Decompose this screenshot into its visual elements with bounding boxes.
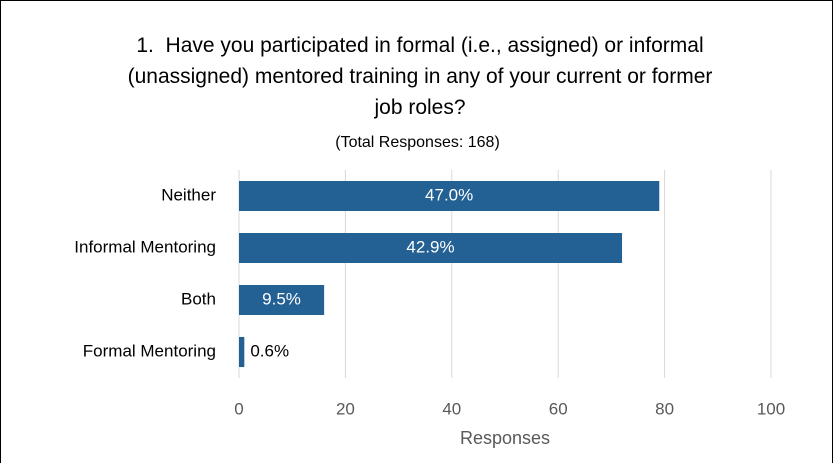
value-label: 0.6%	[250, 341, 289, 360]
bar	[239, 181, 660, 211]
x-tick-label: 40	[442, 399, 461, 418]
x-axis-label: Responses	[460, 428, 550, 448]
bar	[239, 233, 623, 263]
x-tick-label: 20	[336, 399, 355, 418]
x-tick-label: 80	[655, 399, 674, 418]
category-label: Both	[181, 289, 216, 308]
bar	[239, 285, 325, 315]
x-tick-label: 100	[757, 399, 785, 418]
category-label: Neither	[161, 185, 216, 204]
bar	[239, 337, 245, 367]
x-tick-label: 0	[234, 399, 243, 418]
value-label: 47.0%	[425, 185, 473, 204]
category-label: Formal Mentoring	[83, 341, 216, 360]
category-label: Informal Mentoring	[74, 237, 216, 256]
chart-title: 1. Have you participated in formal (i.e.…	[127, 34, 719, 119]
value-label: 9.5%	[262, 289, 301, 308]
value-label: 42.9%	[406, 237, 454, 256]
x-tick-label: 60	[549, 399, 568, 418]
chart-subtitle: (Total Responses: 168)	[335, 134, 500, 151]
